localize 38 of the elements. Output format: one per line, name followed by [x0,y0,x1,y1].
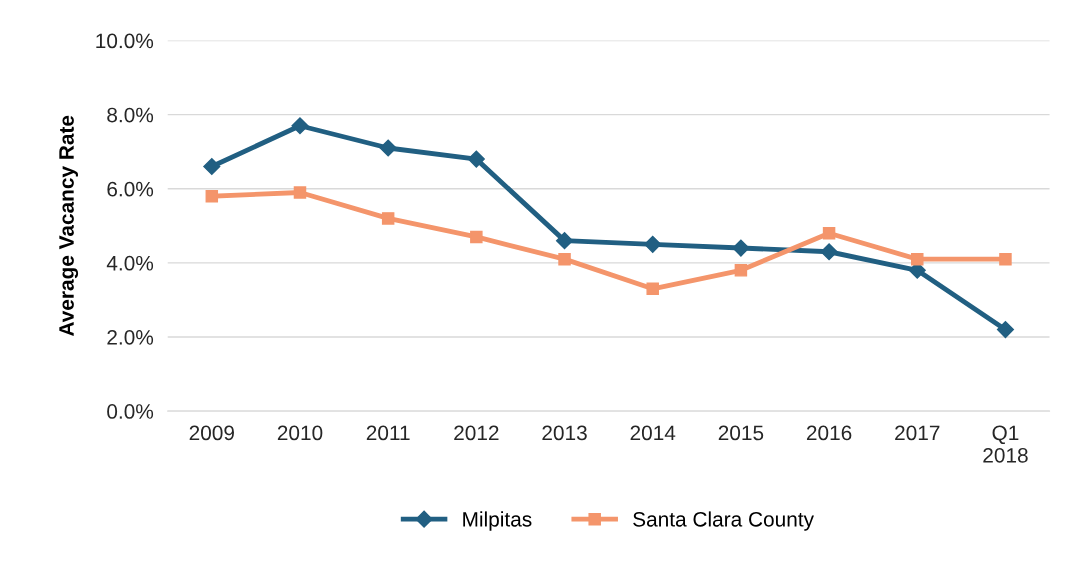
point [293,186,307,199]
legend-label: Santa Clara County [633,511,814,531]
legend-label: Milpitas [463,511,532,531]
y-tick-label: 4.0% [106,255,154,271]
y-tick-label: 0.0% [107,404,154,419]
point [379,139,397,157]
y-tick-label: 10.0% [96,33,154,49]
point [205,189,219,203]
point [381,212,395,225]
x-tick-label: 2014 [630,425,676,441]
point [911,252,924,266]
point [203,157,221,176]
y-axis-title: Average Vacancy Rate [59,115,79,337]
x-tick-label: 2010 [277,425,323,441]
x-tick-label: Q1 2018 [983,425,1028,463]
x-tick-label: 2009 [189,425,234,441]
point [999,252,1012,266]
point [822,226,836,240]
point [646,282,659,296]
y-tick-label: 2.0% [107,329,154,345]
point [470,230,483,244]
x-tick-label: 2013 [542,425,587,441]
y-tick-label: 6.0% [107,181,154,197]
point [996,321,1015,339]
y-tick-label: 8.0% [107,107,154,123]
x-tick-label: 2012 [454,425,499,441]
point [555,232,574,250]
point [734,264,748,277]
point [732,239,750,257]
point [467,150,485,168]
x-tick-label: 2015 [718,425,764,441]
x-tick-label: 2016 [806,425,852,441]
point [291,117,309,135]
point [644,235,662,253]
x-tick-label: 2011 [366,425,410,441]
x-tick-label: 2017 [895,425,940,441]
point [820,243,838,261]
point [558,252,571,266]
